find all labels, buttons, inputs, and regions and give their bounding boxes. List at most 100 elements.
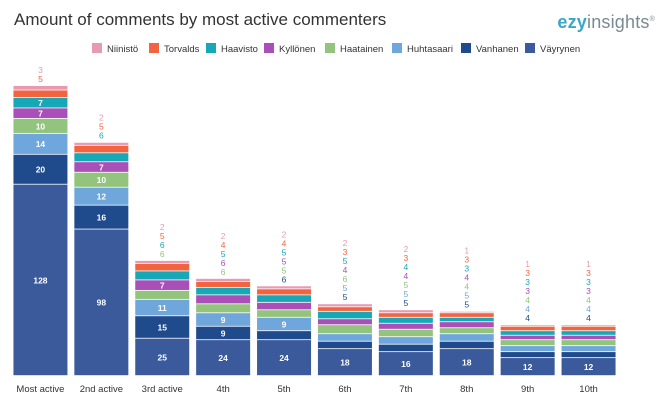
x-axis: Most active 2nd active 3rd active 4th 5th 6th… — [16, 384, 597, 395]
bar-segment-haatainen — [13, 118, 68, 133]
data-label-vayrynen: 24 — [218, 353, 228, 363]
legend-label-huhtasaari: Huhtasaari — [407, 44, 453, 55]
x-tick-label: 6th — [338, 384, 351, 395]
data-label-vanhanen: 16 — [97, 213, 107, 223]
bar-segment-haatainen — [135, 290, 190, 299]
bar-segment-torvalds — [561, 326, 616, 331]
brand-logo: ezyinsights® — [557, 12, 655, 33]
legend-label-vayrynen: Väyrynen — [540, 44, 580, 55]
bar-segment-torvalds — [378, 313, 433, 317]
data-label-kyllonen: 4 — [343, 265, 348, 275]
bar-segment-huhtasaari — [317, 334, 372, 341]
bar-segment-huhtasaari — [74, 187, 129, 205]
data-label-huhtasaari: 5 — [464, 291, 469, 301]
bar-segment-vanhanen — [74, 205, 129, 229]
bar-segment-kyllonen — [439, 322, 494, 328]
data-label-niinisto: 2 — [343, 238, 348, 248]
bar-segment-niinisto — [196, 278, 251, 281]
data-label-vayrynen: 128 — [33, 275, 47, 285]
x-tick-label: 5th — [277, 384, 290, 395]
legend-swatch-vayrynen — [525, 43, 535, 53]
legend-label-haatainen: Haatainen — [340, 44, 383, 55]
bar-segment-torvalds — [439, 313, 494, 317]
data-label-huhtasaari: 12 — [97, 192, 107, 202]
bar-segment-huhtasaari — [13, 133, 68, 154]
bar-segment-haatainen — [74, 172, 129, 187]
data-label-torvalds: 3 — [343, 247, 348, 257]
legend-swatch-huhtasaari — [392, 43, 402, 53]
bar-segment-vanhanen — [196, 326, 251, 340]
chart-title: Amount of comments by most active commen… — [14, 10, 387, 29]
data-label-kyllonen: 7 — [160, 281, 165, 291]
data-label-vanhanen: 5 — [403, 298, 408, 308]
data-label-kyllonen: 3 — [586, 286, 591, 296]
data-label-haatainen: 4 — [525, 295, 530, 305]
x-tick-label: 8th — [460, 384, 473, 395]
x-tick-label: 7th — [399, 384, 412, 395]
data-label-haatainen: 4 — [586, 295, 591, 305]
bar-segment-haatainen — [500, 340, 555, 346]
data-label-niinisto: 1 — [464, 246, 469, 256]
data-label-haavisto: 5 — [221, 249, 226, 259]
bar-segment-vanhanen — [500, 352, 555, 358]
bar-segment-torvalds — [13, 90, 68, 98]
data-label-kyllonen: 7 — [38, 109, 43, 119]
data-label-huhtasaari: 5 — [343, 283, 348, 293]
chart-legend: Niinistö Torvalds Haavisto Kyllönen Haataine… — [92, 43, 580, 55]
data-label-vayrynen: 12 — [523, 362, 533, 372]
bar-segment-vayrynen — [317, 349, 372, 376]
bar-segment-torvalds — [317, 307, 372, 311]
data-label-vayrynen: 25 — [158, 352, 168, 362]
bar-segment-haatainen — [196, 304, 251, 313]
data-label-vanhanen: 4 — [586, 313, 591, 323]
data-label-vayrynen: 18 — [462, 358, 472, 368]
bar-segment-haavisto — [439, 317, 494, 322]
data-label-niinisto: 3 — [38, 65, 43, 75]
bar-segment-haatainen — [561, 340, 616, 346]
brand-logo-part1: ezy — [557, 12, 587, 32]
data-label-niinisto: 2 — [99, 113, 104, 123]
bar-segment-kyllonen — [13, 108, 68, 119]
bar-segment-niinisto — [135, 260, 190, 264]
x-tick-label: 9th — [521, 384, 534, 395]
data-label-haatainen: 5 — [282, 265, 287, 275]
bar-segment-vanhanen — [317, 341, 372, 349]
data-label-haatainen: 6 — [221, 267, 226, 277]
bar-segment-niinisto — [378, 310, 433, 313]
data-label-vayrynen: 98 — [97, 298, 107, 308]
data-label-haavisto: 7 — [38, 98, 43, 108]
bar-segment-haavisto — [13, 97, 68, 108]
legend-label-vanhanen: Vanhanen — [476, 44, 519, 55]
data-label-huhtasaari: 4 — [586, 304, 591, 314]
bar-segment-vanhanen — [257, 331, 312, 340]
data-label-haavisto: 3 — [464, 264, 469, 274]
bar-segment-vayrynen — [13, 184, 68, 376]
bar-segment-haatainen — [378, 329, 433, 337]
bar-segment-kyllonen — [196, 295, 251, 304]
bar-segment-huhtasaari — [439, 334, 494, 341]
bar-segment-haatainen — [317, 325, 372, 334]
bar-segment-kyllonen — [135, 280, 190, 290]
data-label-huhtasaari: 5 — [403, 289, 408, 299]
bar-segment-vayrynen — [500, 358, 555, 376]
data-label-haatainen: 10 — [97, 175, 107, 185]
data-label-torvalds: 3 — [525, 268, 530, 278]
bar-segment-niinisto — [257, 286, 312, 289]
bar-segment-vayrynen — [439, 349, 494, 376]
data-label-vayrynen: 12 — [584, 362, 594, 372]
data-label-haatainen: 10 — [36, 121, 46, 131]
bar-segment-huhtasaari — [500, 346, 555, 352]
data-label-torvalds: 5 — [38, 74, 43, 84]
bar-segment-haavisto — [378, 317, 433, 323]
data-label-haavisto: 3 — [525, 277, 530, 287]
data-label-niinisto: 1 — [586, 259, 591, 269]
x-tick-label: 2nd active — [80, 384, 123, 395]
bar-segment-haavisto — [135, 271, 190, 280]
data-label-haavisto: 4 — [403, 262, 408, 272]
bar-segment-haavisto — [500, 331, 555, 335]
bar-segment-kyllonen — [378, 323, 433, 329]
bar-segment-huhtasaari — [196, 313, 251, 326]
data-label-huhtasaari: 9 — [221, 315, 226, 325]
x-tick-label: 4th — [217, 384, 230, 395]
bar-segment-torvalds — [135, 263, 190, 271]
